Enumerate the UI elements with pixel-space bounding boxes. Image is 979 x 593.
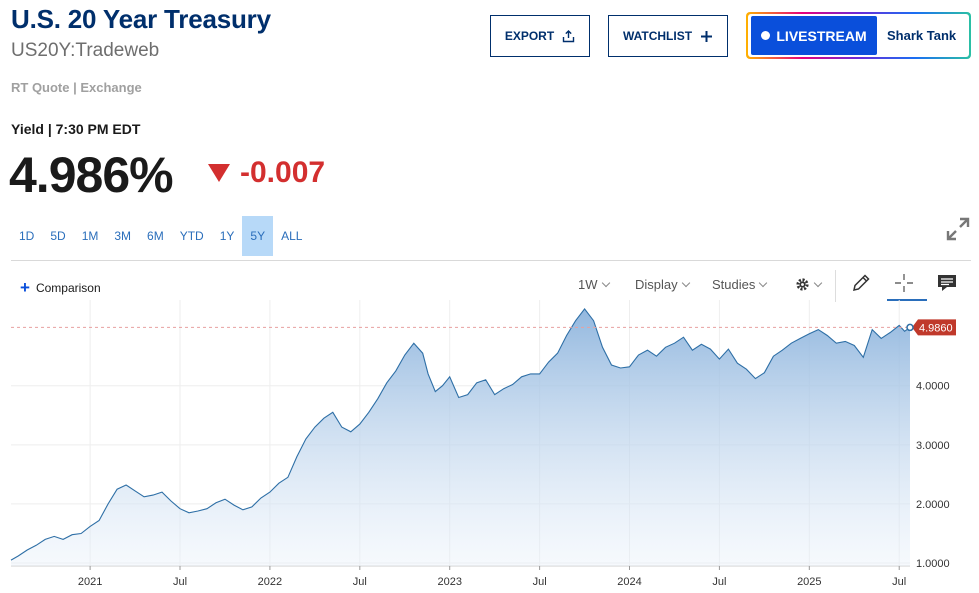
watchlist-button[interactable]: WATCHLIST (608, 15, 728, 57)
toolbar-separator (835, 270, 836, 302)
crosshair-active-indicator (887, 299, 927, 301)
last-price: 4.986% (9, 147, 174, 203)
x-axis: 2021 Jul 2022 Jul 2023 Jul 2024 Jul 2025 Jul (78, 566, 906, 588)
chevron-down-icon (601, 278, 610, 287)
settings-dropdown[interactable] (795, 277, 823, 292)
last-point (906, 323, 914, 332)
range-3m[interactable]: 3M (114, 229, 132, 243)
livestream-label: LIVESTREAM (776, 27, 867, 44)
plus-icon (701, 30, 713, 42)
share-icon (562, 29, 575, 42)
pencil-icon[interactable] (850, 272, 872, 294)
livestream-show-link[interactable]: Shark Tank (887, 28, 957, 43)
range-ytd[interactable]: YTD (179, 229, 204, 243)
x-tick-label: Jul (173, 576, 187, 588)
price-change: -0.007 (240, 156, 326, 189)
display-label: Display (635, 277, 678, 292)
comparison-button[interactable]: + Comparison (20, 279, 101, 296)
range-1y[interactable]: 1Y (219, 229, 235, 243)
expand-icon[interactable] (944, 215, 972, 243)
interval-dropdown[interactable]: 1W (578, 277, 610, 292)
studies-label: Studies (712, 277, 756, 292)
symbol-label: US20Y:Tradeweb (11, 40, 160, 61)
comparison-label: Comparison (35, 280, 101, 295)
plus-icon: + (20, 278, 30, 297)
watchlist-label: WATCHLIST (622, 29, 693, 43)
comment-icon[interactable] (936, 272, 958, 294)
chevron-down-icon (759, 278, 768, 287)
y-tick-label: 4.0000 (916, 381, 950, 393)
x-tick-label: Jul (353, 576, 367, 588)
display-dropdown[interactable]: Display (635, 277, 690, 292)
interval-label: 1W (578, 277, 598, 292)
quote-source: RT Quote | Exchange (11, 80, 142, 95)
time-range-selector: 1D 5D 1M 3M 6M YTD 1Y 5Y ALL (11, 216, 310, 256)
chevron-down-icon (681, 278, 690, 287)
export-button[interactable]: EXPORT (490, 15, 590, 57)
x-tick-label: 2024 (617, 576, 641, 588)
studies-dropdown[interactable]: Studies (712, 277, 768, 292)
live-dot-icon (761, 31, 771, 40)
x-tick-label: Jul (892, 576, 906, 588)
toolbar-divider (11, 260, 971, 261)
x-tick-label: 2023 (437, 576, 461, 588)
x-tick-label: Jul (533, 576, 547, 588)
y-tick-label: 1.0000 (916, 558, 950, 570)
chevron-down-icon (813, 278, 823, 287)
range-5y[interactable]: 5Y (242, 216, 274, 256)
yield-timestamp: Yield | 7:30 PM EDT (11, 121, 141, 137)
last-price-tag-label: 4.9860 (919, 322, 953, 334)
crosshair-icon[interactable] (893, 272, 915, 294)
y-axis: 1.0000 2.0000 3.0000 4.0000 (916, 381, 950, 570)
livestream-panel: LIVESTREAM Shark Tank (746, 12, 971, 59)
x-tick-label: 2021 (78, 576, 102, 588)
yield-line (10, 307, 911, 561)
x-tick-label: 2025 (797, 576, 821, 588)
range-1m[interactable]: 1M (81, 229, 99, 243)
gear-icon (796, 278, 809, 291)
down-arrow-icon (208, 164, 230, 182)
yield-area (11, 308, 910, 566)
y-tick-label: 3.0000 (916, 440, 950, 452)
x-tick-label: Jul (712, 576, 726, 588)
x-tick-label: 2022 (258, 576, 282, 588)
range-1d[interactable]: 1D (19, 229, 35, 243)
last-price-tag: 4.9860 (912, 319, 956, 336)
export-label: EXPORT (504, 29, 555, 43)
page-title: U.S. 20 Year Treasury (11, 4, 271, 34)
range-all[interactable]: ALL (281, 229, 303, 243)
livestream-button[interactable]: LIVESTREAM (751, 16, 877, 55)
range-6m[interactable]: 6M (147, 229, 164, 243)
range-5d[interactable]: 5D (50, 229, 66, 243)
y-tick-label: 2.0000 (916, 499, 950, 511)
